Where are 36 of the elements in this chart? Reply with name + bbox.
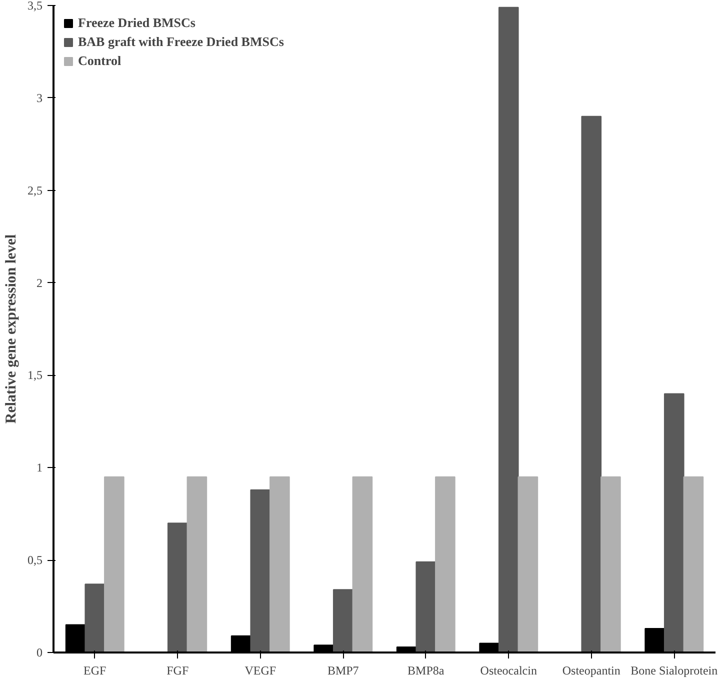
x-tick-label: VEGF	[244, 664, 276, 678]
x-tick-label: EGF	[84, 664, 107, 678]
bar	[498, 6, 519, 652]
bar	[352, 476, 373, 652]
bar	[416, 561, 436, 652]
bar	[581, 116, 602, 652]
legend-label: BAB graft with Freeze Dried BMSCs	[78, 34, 284, 50]
y-tick-label: 1	[36, 460, 42, 475]
bar	[435, 476, 456, 652]
y-axis-title: Relative gene expression level	[4, 234, 20, 424]
x-tick-label: Bone Sialoprotein	[630, 664, 718, 678]
legend-label: Freeze Dried BMSCs	[78, 15, 196, 31]
x-tick-label: Osteopantin	[562, 664, 620, 678]
x-tick-label: FGF	[166, 664, 189, 678]
bar	[167, 522, 188, 652]
y-tick-label: 3,5	[28, 0, 42, 12]
bar	[600, 476, 621, 652]
x-tick-label: BMP8a	[408, 664, 445, 678]
y-tick-label: 1,5	[28, 368, 42, 382]
bar	[664, 393, 684, 652]
bar	[518, 476, 538, 652]
bar	[84, 584, 106, 652]
legend-label: Control	[78, 53, 122, 69]
bar	[270, 476, 290, 652]
x-tick-label: Osteocalcin	[480, 664, 537, 678]
x-tick-label: BMP7	[327, 664, 359, 678]
bar	[250, 489, 271, 652]
y-tick-label: 3	[36, 90, 42, 105]
y-tick-label: 0	[36, 646, 42, 660]
y-tick-label: 2,5	[28, 183, 42, 198]
bar	[104, 476, 124, 652]
y-tick-label: 2	[36, 276, 42, 290]
y-tick-label: 0,5	[28, 553, 42, 568]
bar	[186, 476, 208, 652]
bar	[683, 476, 704, 652]
bar	[332, 589, 354, 652]
